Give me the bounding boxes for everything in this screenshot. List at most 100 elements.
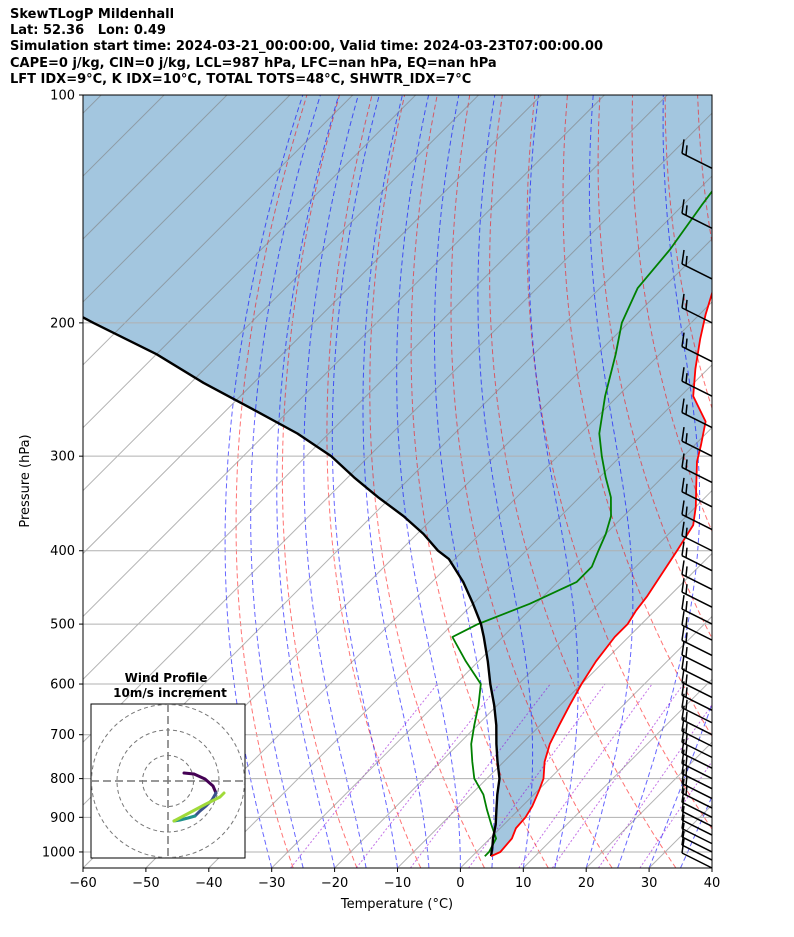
mixing-ratio-line	[355, 683, 500, 868]
wind-barbs	[681, 139, 713, 869]
x-axis-label: Temperature (°C)	[340, 897, 453, 912]
moist-adiabat	[396, 95, 461, 868]
sounding-lines-layer	[83, 189, 712, 858]
title-line-times: Simulation start time: 2024-03-21_00:00:…	[10, 39, 603, 55]
hodograph-title: Wind Profile	[125, 671, 208, 685]
dry-adiabat	[410, 95, 549, 868]
wind-barb	[681, 769, 713, 800]
isotherm-line	[145, 301, 712, 868]
isotherm-line	[83, 112, 712, 743]
isotherm-line	[522, 678, 712, 868]
wind-barb	[681, 367, 713, 397]
wind-barb	[681, 560, 713, 591]
x-tick-label: −20	[321, 876, 348, 891]
wind-barb	[681, 139, 713, 170]
moist-adiabat	[362, 95, 430, 868]
dry-adiabat	[562, 95, 712, 738]
x-tick-label: 0	[456, 876, 464, 891]
cin-shaded-area	[83, 95, 712, 857]
wind-barb	[681, 717, 713, 747]
dewpoint-line	[451, 189, 712, 857]
isotherm-line	[460, 615, 712, 868]
y-tick-label: 200	[50, 316, 75, 331]
wind-barb	[681, 788, 713, 818]
wind-barb	[681, 293, 713, 324]
mixing-ratio-line	[518, 683, 653, 868]
temperature-line	[490, 290, 712, 858]
wind-barb	[681, 728, 713, 759]
wind-barb	[681, 759, 713, 790]
mixing-ratio-line	[597, 703, 712, 868]
mixing-ratio-line	[639, 760, 712, 868]
wind-barb	[681, 654, 713, 685]
y-tick-label: 800	[50, 772, 75, 787]
hodograph-trace	[172, 791, 226, 823]
wind-profile-inset: Wind Profile 10m/s increment	[90, 671, 246, 859]
moist-adiabat	[477, 95, 534, 868]
wind-barb	[681, 427, 713, 457]
wind-barb	[681, 749, 713, 780]
wind-barb	[681, 594, 713, 625]
parcel-path-line	[83, 316, 501, 857]
y-tick-label: 400	[50, 544, 75, 559]
wind-barb	[681, 453, 713, 484]
moist-adiabat	[648, 702, 712, 868]
wind-barb	[681, 521, 713, 552]
x-tick-label: 10	[515, 876, 532, 891]
wind-barb	[681, 398, 713, 429]
isotherm-line	[271, 426, 712, 868]
y-tick-label: 900	[50, 811, 75, 826]
wind-barb	[681, 640, 713, 671]
moist-adiabat	[224, 95, 304, 868]
wind-barb	[681, 249, 713, 280]
title-line-station: SkewTLogP Mildenhall	[10, 7, 175, 22]
wind-barb	[681, 199, 713, 229]
title-line-indices: LFT IDX=9°C, K IDX=10°C, TOTAL TOTS=48°C…	[10, 71, 472, 87]
isotherm-line	[83, 95, 479, 492]
hodograph-subtitle: 10m/s increment	[113, 686, 227, 700]
dry-adiabat	[326, 95, 422, 868]
x-tick-label: −50	[132, 876, 159, 891]
x-tick-label: −10	[384, 876, 411, 891]
mixing-ratio-line	[290, 683, 438, 868]
moist-adiabat	[585, 95, 634, 868]
wind-barb	[681, 477, 713, 508]
moist-adiabat	[276, 95, 340, 868]
moist-adiabat	[528, 95, 579, 868]
x-tick-label: 30	[641, 876, 658, 891]
dry-adiabat	[369, 95, 485, 868]
chart-header: SkewTLogP Mildenhall Lat: 52.36 Lon: 0.49…	[10, 7, 603, 88]
moist-adiabat	[434, 95, 495, 868]
wind-barb	[681, 814, 713, 845]
hodograph-trace	[182, 771, 218, 795]
isotherm-line	[711, 867, 712, 868]
wind-barb	[681, 541, 713, 572]
isotherm-line	[83, 95, 668, 681]
dry-adiabat	[730, 95, 794, 868]
isotherm-line	[83, 95, 291, 303]
hodograph-trace	[193, 791, 218, 818]
wind-barb	[681, 578, 713, 608]
isotherm-line	[208, 364, 712, 868]
moist-adiabat	[680, 795, 712, 868]
wind-barb	[681, 797, 713, 828]
y-tick-label: 500	[50, 618, 75, 633]
mixing-ratio-line	[468, 683, 606, 868]
moist-adiabat	[331, 95, 398, 868]
dry-adiabat	[450, 95, 613, 868]
title-line-location: Lat: 52.36 Lon: 0.49	[10, 23, 166, 39]
dry-adiabat	[281, 95, 358, 868]
y-tick-label: 700	[50, 728, 75, 743]
y-axis-ticks: 100 200 300 400 500 600 700 800 900 1000	[42, 89, 83, 860]
isotherm-line	[83, 95, 228, 240]
wind-barb	[681, 611, 713, 641]
wind-barb	[681, 805, 713, 836]
moist-adiabat	[617, 95, 701, 868]
isotherm-line	[397, 552, 712, 868]
x-tick-label: 20	[578, 876, 595, 891]
x-tick-label: −40	[195, 876, 222, 891]
y-axis-label: Pressure (hPa)	[18, 434, 33, 527]
cape-area-layer	[83, 95, 712, 857]
title-line-stability: CAPE=0 j/kg, CIN=0 j/kg, LCL=987 hPa, LF…	[10, 55, 497, 71]
